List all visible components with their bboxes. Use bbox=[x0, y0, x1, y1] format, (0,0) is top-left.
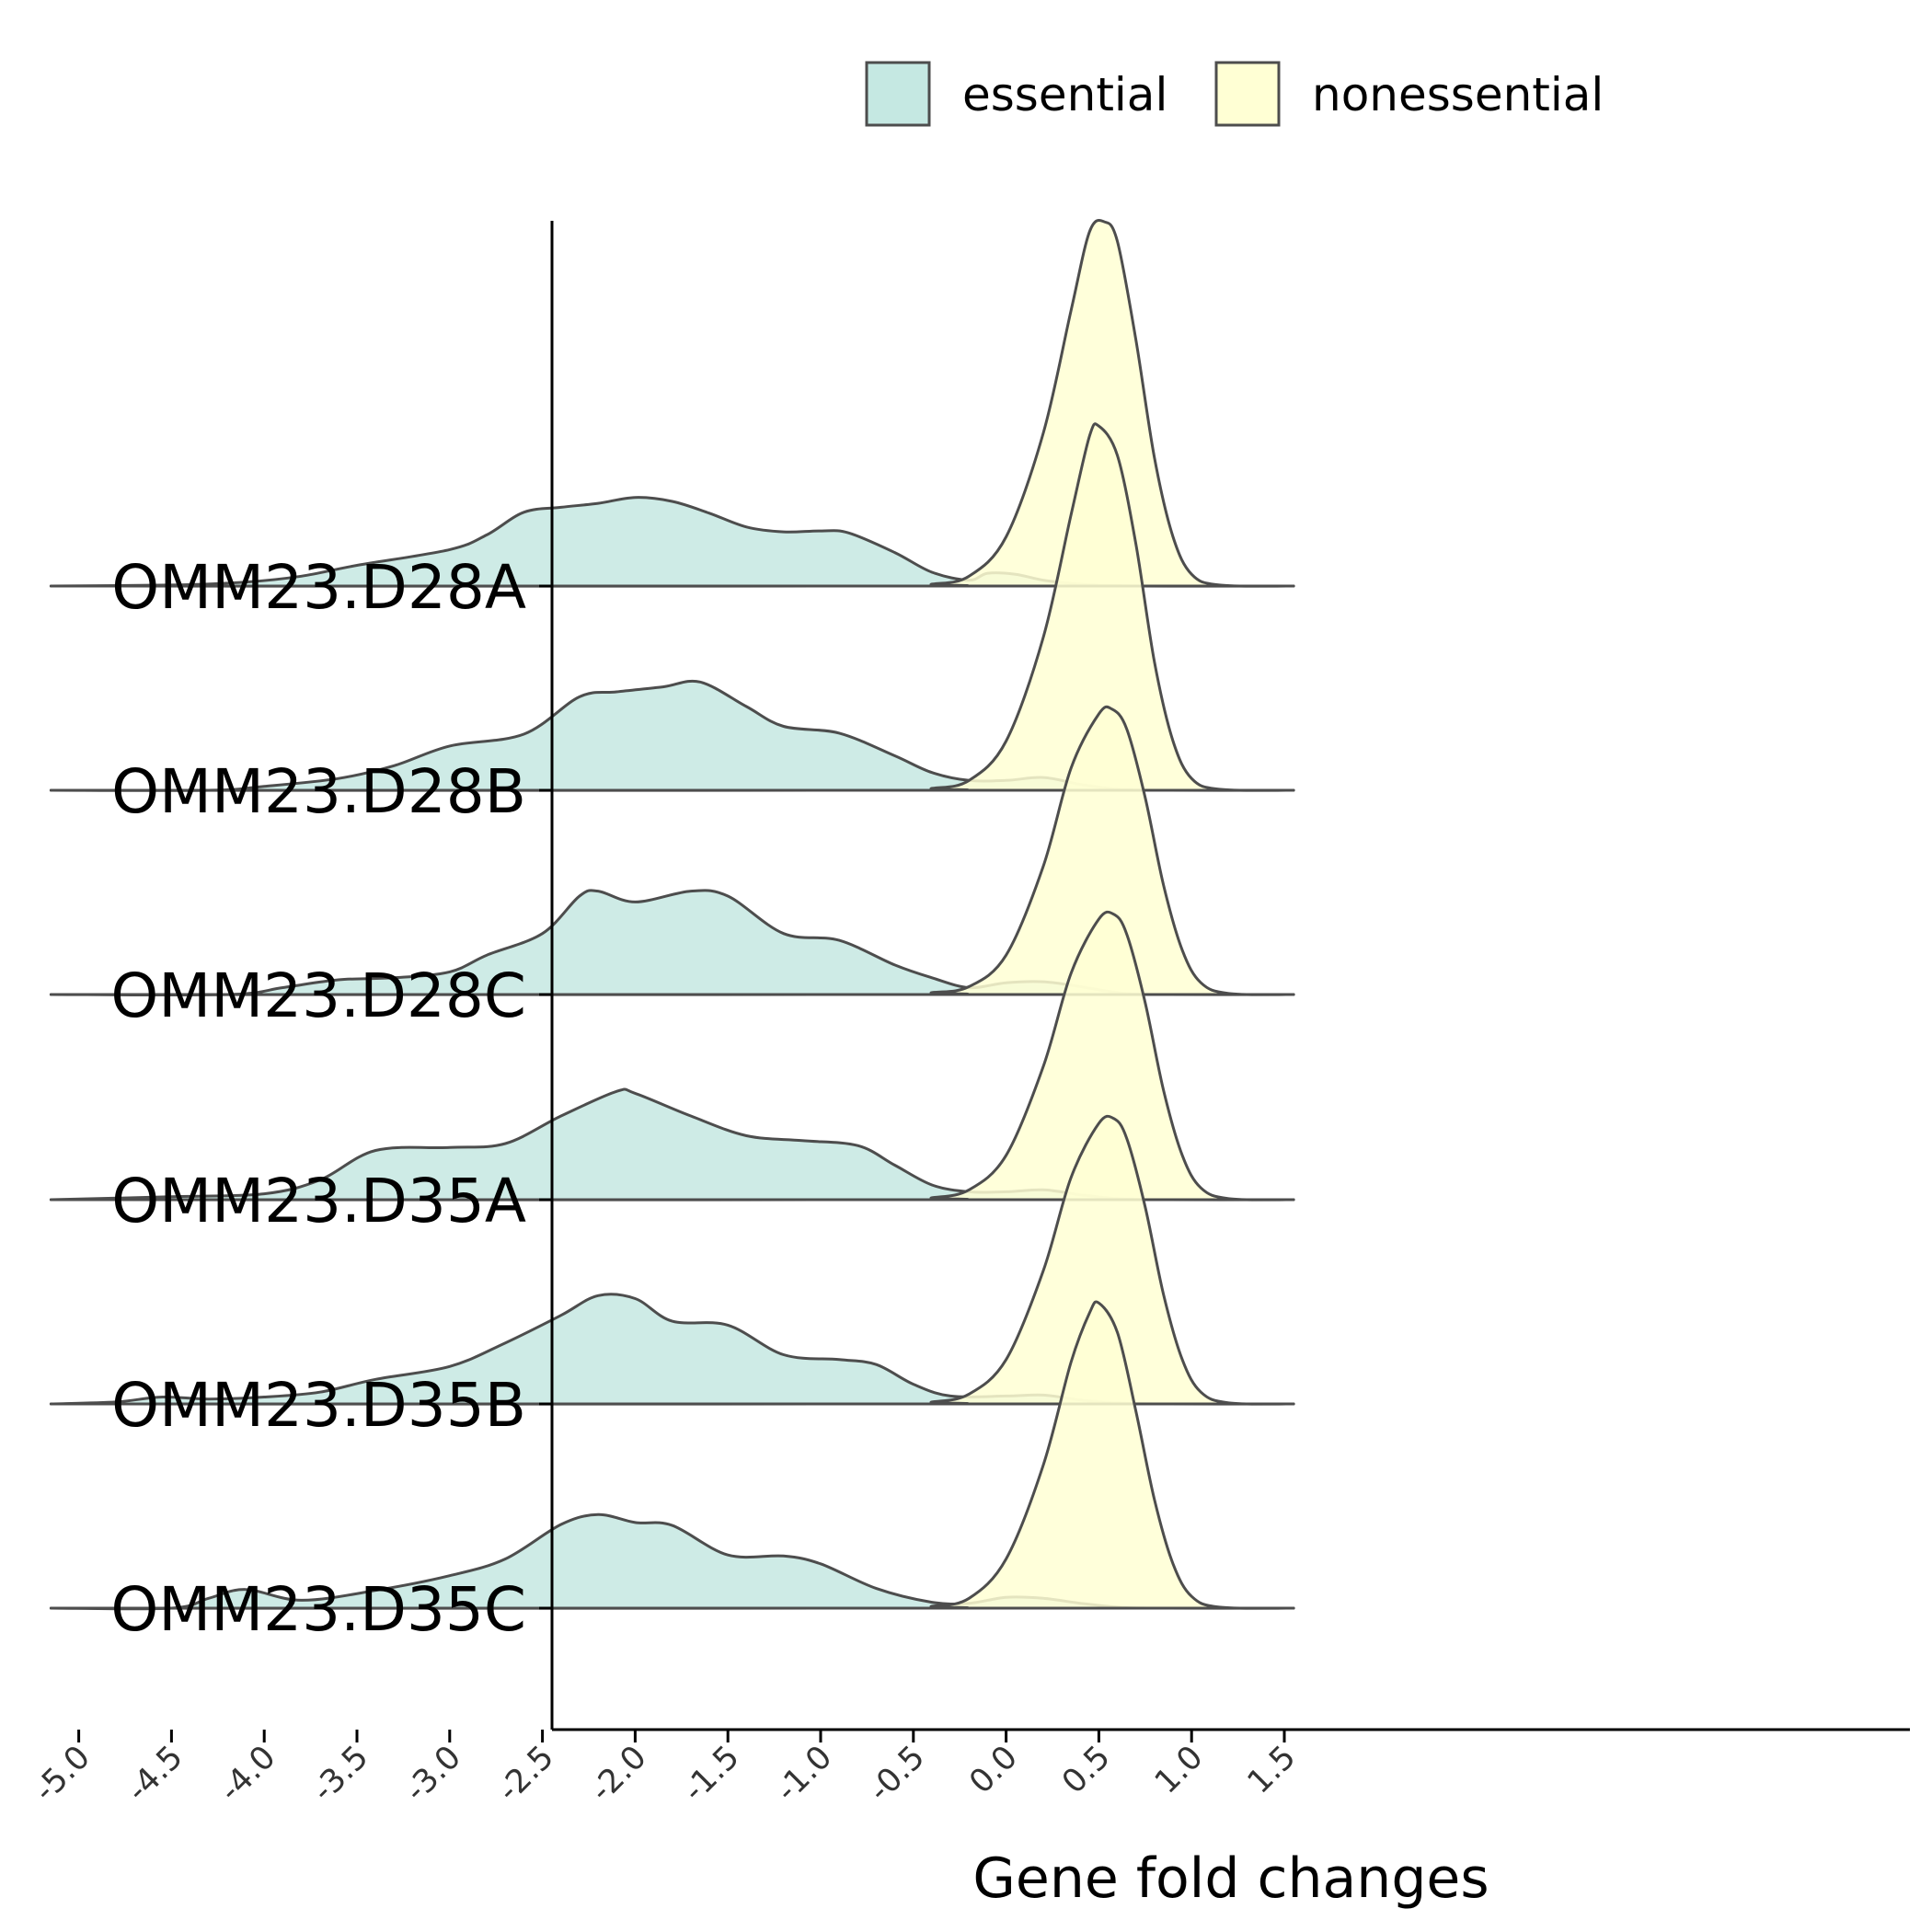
x-tick-label-0.5: 0.5 bbox=[1055, 1739, 1118, 1801]
x-tick-label--4.0: -4.0 bbox=[213, 1739, 283, 1810]
x-tick-label-1.0: 1.0 bbox=[1148, 1739, 1211, 1801]
ridge-nonessential-OMM23.D35B bbox=[49, 1114, 1295, 1406]
y-tick-label-OMM23.D35C: OMM23.D35C bbox=[110, 1574, 526, 1645]
legend-swatch-nonessential bbox=[1214, 61, 1281, 127]
ridge-nonessential-OMM23.D35A bbox=[49, 910, 1295, 1202]
y-tick-label-OMM23.D35A: OMM23.D35A bbox=[111, 1166, 526, 1236]
x-tick-label--2.0: -2.0 bbox=[583, 1739, 654, 1810]
ridge-OMM23.D28C bbox=[49, 705, 1295, 997]
y-tick-label-OMM23.D28C: OMM23.D28C bbox=[110, 960, 526, 1031]
ridge-nonessential-OMM23.D28B bbox=[49, 422, 1295, 792]
x-tick-label-0.0: 0.0 bbox=[962, 1739, 1025, 1801]
x-tick-label-1.5: 1.5 bbox=[1241, 1739, 1304, 1801]
ridge-nonessential-OMM23.D28A bbox=[49, 218, 1295, 588]
y-axis: OMM23.D28A OMM23.D28B OMM23.D28C OMM23.D35A… bbox=[110, 552, 552, 1645]
x-tick-label--4.5: -4.5 bbox=[120, 1739, 190, 1810]
legend: essential nonessential bbox=[865, 61, 1604, 127]
ridge-OMM23.D35C bbox=[49, 1300, 1295, 1611]
x-tick-label--1.5: -1.5 bbox=[676, 1739, 747, 1810]
x-tick-label--5.0: -5.0 bbox=[27, 1739, 98, 1810]
ridge-OMM23.D35B bbox=[49, 1114, 1295, 1406]
ridge-OMM23.D28A bbox=[49, 218, 1295, 588]
x-tick-label--3.5: -3.5 bbox=[305, 1739, 376, 1810]
legend-swatch-essential bbox=[865, 61, 931, 127]
plot-area bbox=[49, 218, 1295, 1611]
x-axis-title: Gene fold changes bbox=[972, 1846, 1489, 1911]
x-tick-label--3.0: -3.0 bbox=[398, 1739, 469, 1810]
legend-label-essential: essential bbox=[962, 68, 1167, 121]
x-tick-label--1.0: -1.0 bbox=[769, 1739, 840, 1810]
ridge-nonessential-OMM23.D35C bbox=[49, 1300, 1295, 1610]
x-tick-label--0.5: -0.5 bbox=[862, 1739, 933, 1810]
legend-label-nonessential: nonessential bbox=[1312, 68, 1604, 121]
ridge-nonessential-OMM23.D28C bbox=[49, 705, 1295, 996]
y-tick-label-OMM23.D28A: OMM23.D28A bbox=[111, 552, 526, 623]
x-tick-label--2.5: -2.5 bbox=[490, 1739, 561, 1810]
y-tick-label-OMM23.D35B: OMM23.D35B bbox=[111, 1370, 526, 1441]
y-tick-label-OMM23.D28B: OMM23.D28B bbox=[111, 756, 526, 827]
x-axis: -5.0 -4.5 -4.0 -3.5 -3.0 -2.5 -2.0 -1.5 -1.0 -0.5… bbox=[27, 1730, 1303, 1810]
